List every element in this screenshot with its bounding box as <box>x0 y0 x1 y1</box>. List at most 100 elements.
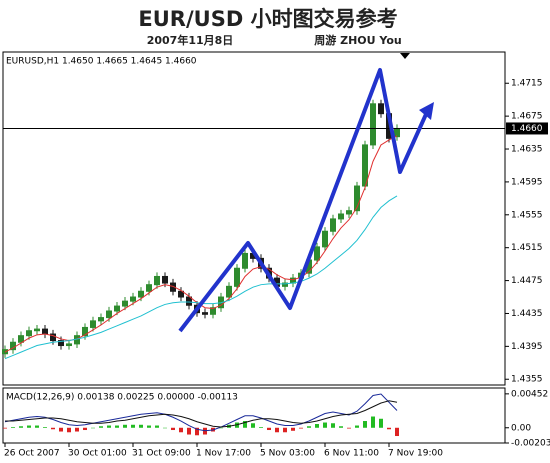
y-tick-label: 1.4715 <box>511 79 543 89</box>
candle-body <box>394 127 400 138</box>
histogram-bar <box>371 416 375 428</box>
candle-body <box>338 213 344 220</box>
candle-body <box>114 305 120 312</box>
histogram-bar <box>219 427 223 429</box>
candle-body <box>42 328 48 335</box>
histogram-bar <box>395 427 399 437</box>
candle-body <box>58 340 64 347</box>
x-tick-label: 26 Oct 2007 <box>4 449 60 459</box>
histogram-bar <box>83 427 87 431</box>
candle-body <box>106 310 112 319</box>
y-tick-label: 0.00 <box>511 423 531 433</box>
histogram-bar <box>171 427 175 431</box>
histogram-bar <box>355 425 359 428</box>
y-tick-label: 1.4595 <box>511 177 543 187</box>
date: 2007年11月8日 <box>147 33 234 47</box>
histogram-bar <box>123 424 127 428</box>
candle-body <box>378 103 384 115</box>
arrow-head <box>419 102 434 120</box>
y-tick-label: 1.4555 <box>511 210 543 220</box>
y-tick-label: 1.4675 <box>511 112 543 122</box>
candle-body <box>234 267 240 287</box>
histogram-bar <box>155 425 159 428</box>
indicator-line <box>4 135 398 353</box>
histogram-bar <box>107 425 111 428</box>
price-pane-label: EURUSD,H1 1.4650 1.4665 1.4645 1.4660 <box>6 57 197 67</box>
candle-body <box>186 296 192 306</box>
candle-body <box>210 307 216 315</box>
candle-body <box>34 328 40 332</box>
histogram-bar <box>387 427 391 430</box>
candle-body <box>90 320 96 328</box>
candle-body <box>82 326 88 337</box>
histogram-bar <box>99 426 103 428</box>
shift-marker <box>400 53 410 59</box>
histogram-bar <box>139 424 143 428</box>
candle-body <box>162 275 168 284</box>
y-tick-label: 1.4435 <box>511 309 543 319</box>
y-tick-label: 0.00452 <box>511 389 548 399</box>
histogram-bar <box>243 421 247 428</box>
histogram-bar <box>339 426 343 428</box>
histogram-bar <box>179 427 183 433</box>
candle-body <box>354 185 360 212</box>
candle-body <box>130 296 136 302</box>
histogram-bar <box>75 427 79 432</box>
histogram-bar <box>35 425 39 428</box>
histogram-bar <box>323 422 327 428</box>
x-tick-label: 31 Oct 09:00 <box>132 449 191 459</box>
candle-body <box>66 343 72 347</box>
x-tick-label: 7 Nov 19:00 <box>388 449 443 459</box>
candle-body <box>202 312 208 315</box>
histogram-bar <box>331 423 335 428</box>
y-tick-label: 1.4395 <box>511 342 543 352</box>
candle-body <box>322 230 328 248</box>
histogram-bar <box>147 425 151 428</box>
histogram-bar <box>27 425 31 428</box>
candle-body <box>146 284 152 292</box>
histogram-bar <box>307 426 311 428</box>
histogram-bar <box>283 427 287 433</box>
histogram-bar <box>379 418 383 428</box>
candle-body <box>282 282 288 287</box>
histogram-bar <box>3 427 7 429</box>
candle-body <box>98 317 104 322</box>
x-tick-label: 30 Oct 01:00 <box>68 449 127 459</box>
y-tick-label: -0.00203 <box>511 439 550 449</box>
candle-body <box>26 330 32 337</box>
candle-body <box>50 333 56 342</box>
histogram-bar <box>131 424 135 428</box>
candle-body <box>362 144 368 187</box>
candle-body <box>242 252 248 269</box>
candle-body <box>18 335 24 343</box>
indicator-line <box>4 393 398 432</box>
histogram-bar <box>115 425 119 428</box>
current-price-label: 1.4660 <box>511 124 543 134</box>
candle-body <box>178 290 184 298</box>
candle-body <box>314 246 320 261</box>
trend-annotation <box>178 68 429 333</box>
current-price-box <box>506 122 548 135</box>
candle-body <box>330 218 336 232</box>
histogram-bar <box>347 427 351 429</box>
y-tick-label: 1.4475 <box>511 276 543 286</box>
histogram-bar <box>163 427 167 429</box>
candle-body <box>122 300 128 307</box>
y-tick-label: 1.4635 <box>511 145 543 155</box>
histogram-bar <box>267 427 271 431</box>
y-tick-label: 1.4355 <box>511 375 543 385</box>
histogram-bar <box>275 427 279 433</box>
histogram-bar <box>251 423 255 428</box>
histogram-bar <box>315 424 319 428</box>
histogram-bar <box>67 427 71 433</box>
histogram-bar <box>363 421 367 428</box>
histogram-bar <box>187 427 191 435</box>
histogram-bar <box>195 427 199 436</box>
indicator-line <box>4 195 398 360</box>
macd-pane-label: MACD(12,26,9) 0.00138 0.00225 0.00000 -0… <box>6 393 238 403</box>
histogram-bar <box>259 427 263 428</box>
x-tick-label: 6 Nov 11:00 <box>324 449 379 459</box>
macd-pane <box>2 387 506 444</box>
histogram-bar <box>11 427 15 428</box>
